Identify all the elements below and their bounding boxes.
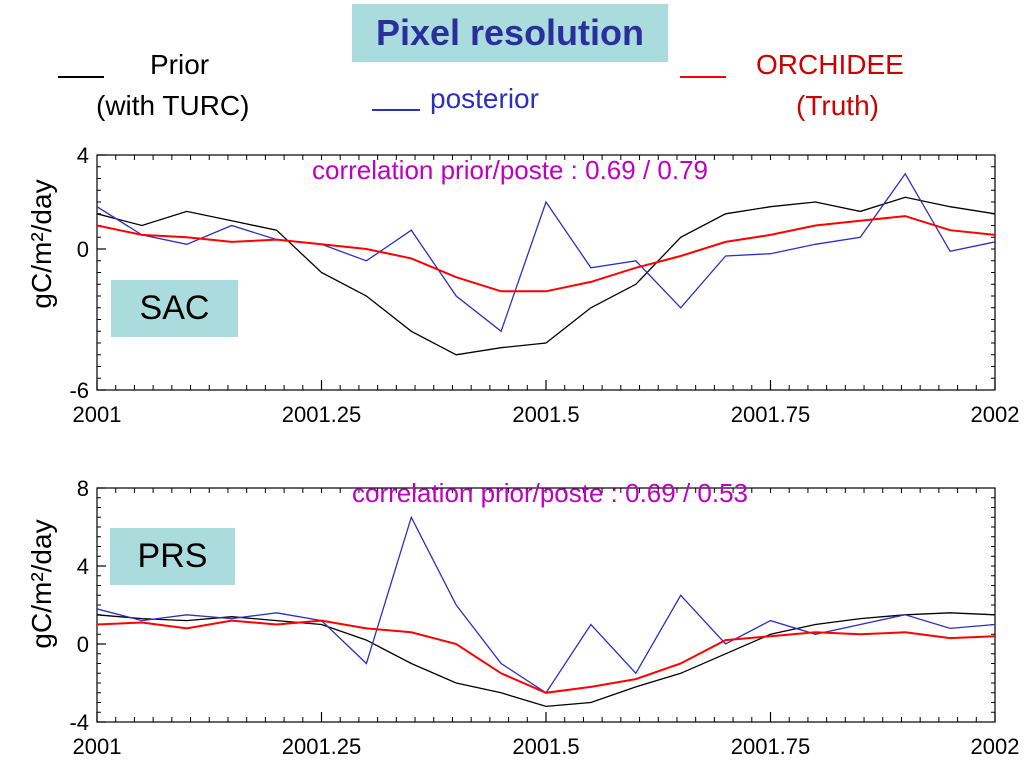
x-tick-label: 2001.5 bbox=[512, 734, 579, 759]
legend-prior-line bbox=[58, 76, 104, 78]
y-tick-label: 4 bbox=[77, 143, 89, 168]
y-tick-label: 4 bbox=[77, 554, 89, 579]
y-tick-label: -6 bbox=[69, 378, 89, 403]
legend-prior-label: Prior bbox=[150, 49, 210, 80]
legend-orchidee-line bbox=[680, 76, 726, 78]
x-tick-label: 2001.75 bbox=[731, 402, 811, 427]
plot-frame bbox=[96, 154, 996, 391]
x-tick-label: 2001.5 bbox=[512, 402, 579, 427]
x-tick-label: 2002 bbox=[971, 734, 1020, 759]
y-tick-label: 8 bbox=[77, 476, 89, 501]
legend-orchidee-label: ORCHIDEE bbox=[756, 49, 904, 80]
y-tick-label: 0 bbox=[77, 237, 89, 262]
legend-prior-sublabel: (with TURC) bbox=[96, 90, 250, 121]
y-tick-label: -4 bbox=[69, 710, 89, 735]
series-line-orchidee bbox=[97, 215, 995, 293]
chart-prs: 2001 2001.25 2001.5 2001.75 2002 8 4 0 -4 correla… bbox=[69, 476, 1019, 759]
x-tick-label: 2001 bbox=[73, 734, 122, 759]
x-tick-label: 2001.25 bbox=[282, 402, 362, 427]
x-tick-label: 2002 bbox=[971, 402, 1020, 427]
series-line-orchidee bbox=[97, 619, 995, 694]
chart-sac: 2001 2001.25 2001.5 2001.75 2002 4 0 -6 correlat… bbox=[69, 143, 1019, 427]
correlation-annotation: correlation prior/poste : 0.69 / 0.79 bbox=[312, 155, 708, 185]
plot-frame bbox=[96, 487, 996, 723]
site-label-prs: PRS bbox=[110, 528, 235, 585]
legend-posterior-line bbox=[372, 109, 420, 111]
x-tick-label: 2001.25 bbox=[282, 734, 362, 759]
page-title: Pixel resolution bbox=[352, 4, 668, 62]
series-line-prior bbox=[97, 196, 995, 356]
legend-posterior-label: posterior bbox=[430, 83, 539, 114]
series-line-posterior bbox=[97, 172, 995, 333]
legend-orchidee-sublabel: (Truth) bbox=[796, 90, 879, 121]
series-line-prior bbox=[97, 612, 995, 708]
y-tick-label: 0 bbox=[77, 632, 89, 657]
x-tick-label: 2001 bbox=[73, 402, 122, 427]
x-tick-label: 2001.75 bbox=[731, 734, 811, 759]
site-label-sac: SAC bbox=[111, 280, 238, 337]
correlation-annotation: correlation prior/poste : 0.69 / 0.53 bbox=[352, 478, 748, 508]
